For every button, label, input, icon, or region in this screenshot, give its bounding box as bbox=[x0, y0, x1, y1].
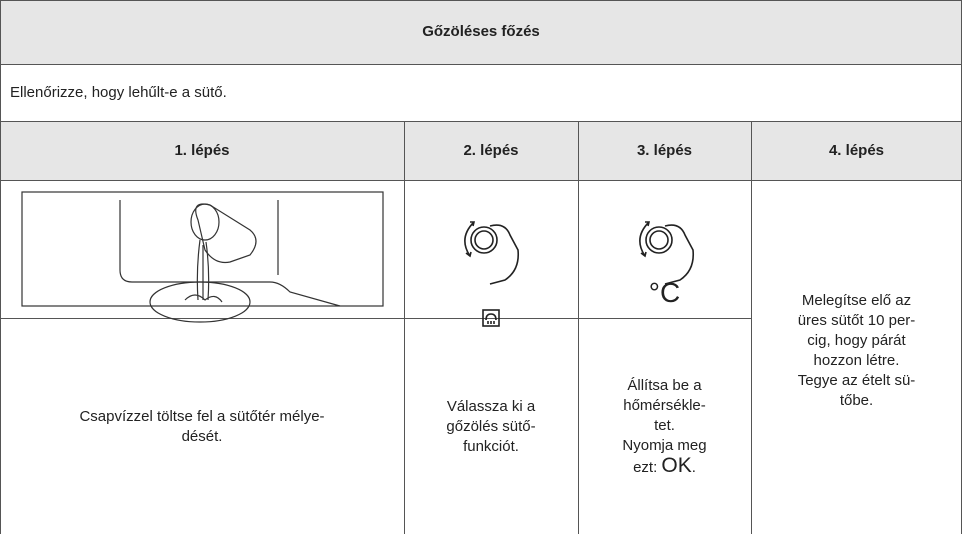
text-line: Csapvízzel töltse fel a sütőtér mélye- bbox=[79, 407, 325, 425]
key-label: OK bbox=[661, 453, 692, 477]
text-line: gőzölés sütő- bbox=[446, 417, 536, 435]
text-line: ezt: OK. bbox=[633, 453, 696, 478]
text-line: üres sütőt 10 per- bbox=[797, 312, 916, 329]
text-line: Melegítse elő az bbox=[801, 292, 912, 309]
text-line: hozzon létre. bbox=[813, 352, 900, 369]
title: Gőzöléses főzés bbox=[422, 23, 540, 40]
text-line: Állítsa be a bbox=[627, 376, 702, 394]
text-line: funkciót. bbox=[463, 437, 519, 455]
step-label: 3. lépés bbox=[636, 141, 693, 159]
step-description: Válassza ki a gőzölés sütő-funkciót. bbox=[404, 319, 578, 534]
text-line: tet. bbox=[654, 416, 675, 434]
step-description: Melegítse elő az üres sütőt 10 per-cig, h… bbox=[751, 181, 962, 521]
text-line: dését. bbox=[181, 427, 223, 445]
step-label: 4. lépés bbox=[828, 141, 885, 159]
step-label: 1. lépés bbox=[174, 141, 230, 159]
prompt: ezt: bbox=[633, 458, 658, 476]
punctuation: . bbox=[691, 458, 696, 476]
temperature-symbol: °C bbox=[648, 277, 681, 308]
step-description: Csapvízzel töltse fel a sütőtér mélye-dé… bbox=[0, 319, 404, 534]
knob-icon bbox=[464, 221, 695, 327]
text-line: Tegye az ételt sü- bbox=[797, 372, 916, 389]
text-line: hőmérsékle- bbox=[623, 396, 706, 414]
text-line: tőbe. bbox=[839, 392, 874, 409]
note: Ellenőrizze, hogy lehűlt-e a sütő. bbox=[10, 83, 227, 101]
step-description: Állítsa be a hőmérsékle-tet. Nyomja meg ezt… bbox=[578, 319, 751, 534]
text-line: Válassza ki a bbox=[446, 397, 536, 415]
text-line: Nyomja meg bbox=[622, 436, 707, 454]
step-label: 2. lépés bbox=[463, 141, 519, 159]
pour-illustration bbox=[21, 191, 384, 323]
text-line: cig, hogy párát bbox=[807, 332, 906, 349]
